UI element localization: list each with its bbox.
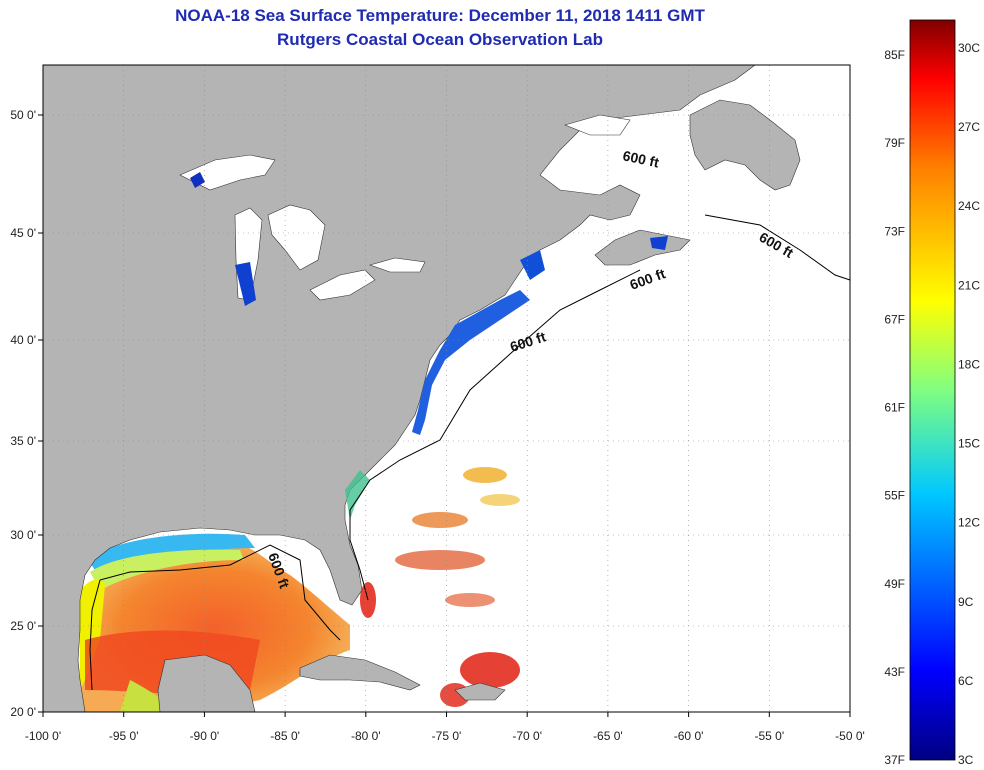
colorbar-f-label: 85F <box>884 48 905 62</box>
lon-label: -50 0' <box>835 729 865 743</box>
lon-label: -55 0' <box>754 729 784 743</box>
colorbar <box>909 19 956 761</box>
colorbar-f-label: 43F <box>884 665 905 679</box>
lon-label: -65 0' <box>593 729 623 743</box>
colorbar-c-label: 18C <box>958 357 980 371</box>
lat-label: 20 0' <box>10 705 36 719</box>
great-lakes <box>179 114 631 301</box>
lon-label: -100 0' <box>25 729 61 743</box>
lon-label: -60 0' <box>674 729 704 743</box>
colorbar-f-label: 79F <box>884 136 905 150</box>
colorbar-c-label: 6C <box>958 674 974 688</box>
colorbar-c-label: 21C <box>958 278 980 292</box>
map-title: NOAA-18 Sea Surface Temperature: Decembe… <box>175 6 705 25</box>
colorbar-f-label: 55F <box>884 489 905 503</box>
land <box>42 64 801 713</box>
latitude-axis: 50 0' 45 0' 40 0' 35 0' 30 0' 25 0' 20 0' <box>10 108 43 719</box>
colorbar-c-label: 3C <box>958 753 974 767</box>
colorbar-f-label: 73F <box>884 224 905 238</box>
colorbar-celsius-labels: 30C 27C 24C 21C 18C 15C 12C 9C 6C 3C <box>958 41 980 767</box>
lat-label: 40 0' <box>10 333 36 347</box>
lon-label: -95 0' <box>109 729 139 743</box>
lon-label: -85 0' <box>270 729 300 743</box>
lon-label: -70 0' <box>512 729 542 743</box>
colorbar-f-label: 37F <box>884 753 905 767</box>
lat-label: 50 0' <box>10 108 36 122</box>
map-subtitle: Rutgers Coastal Ocean Observation Lab <box>277 30 603 49</box>
lon-label: -75 0' <box>432 729 462 743</box>
depth-contour-600ft <box>89 214 851 691</box>
lat-label: 45 0' <box>10 226 36 240</box>
colorbar-f-label: 61F <box>884 401 905 415</box>
colorbar-c-label: 9C <box>958 595 974 609</box>
lat-label: 25 0' <box>10 619 36 633</box>
contour-label: 600 ft <box>621 147 660 170</box>
colorbar-c-label: 24C <box>958 199 980 213</box>
lat-label: 35 0' <box>10 434 36 448</box>
colorbar-c-label: 30C <box>958 41 980 55</box>
colorbar-c-label: 27C <box>958 120 980 134</box>
colorbar-f-label: 67F <box>884 312 905 326</box>
longitude-axis: -100 0' -95 0' -90 0' -85 0' -80 0' -75 0' -70… <box>25 712 865 743</box>
colorbar-c-label: 12C <box>958 516 980 530</box>
lon-label: -80 0' <box>351 729 381 743</box>
lon-label: -90 0' <box>190 729 220 743</box>
lat-label: 30 0' <box>10 528 36 542</box>
coastal-cold-band <box>190 172 668 520</box>
colorbar-f-label: 49F <box>884 577 905 591</box>
colorbar-c-label: 15C <box>958 437 980 451</box>
colorbar-fahrenheit-labels: 85F 79F 73F 67F 61F 55F 49F 43F 37F <box>884 48 905 767</box>
